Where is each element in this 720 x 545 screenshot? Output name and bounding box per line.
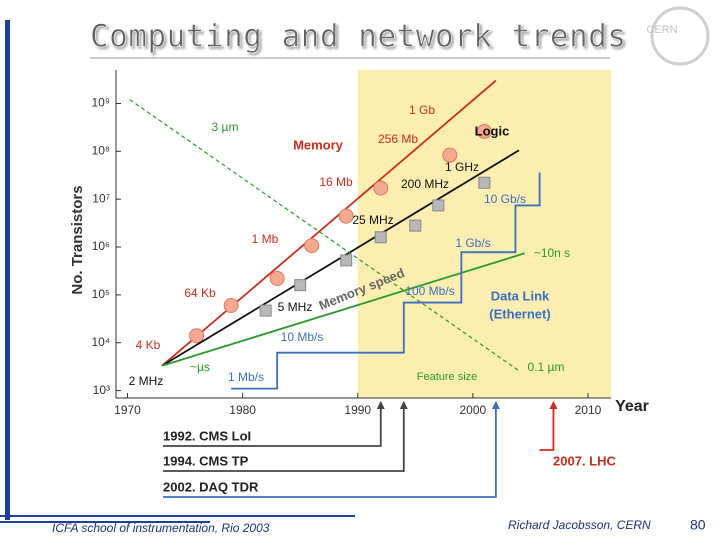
annotation: 0.1 µm [528,360,565,374]
milestone-arrow [163,402,497,498]
y-tick-label: 10⁵ [92,287,110,301]
y-tick-label: 10⁹ [92,96,111,110]
logo: CERN [646,6,710,66]
data-point [476,123,492,139]
data-point [259,304,272,317]
series-line [129,99,520,372]
chart: 10³ 10⁴ 10⁵ 10⁶ 10⁷ 10⁸ 10⁹ 1970 1980 1990 2000 201… [69,70,649,498]
series-label: Feature size [417,371,478,383]
milestone-label: 1992. CMS LoI [163,428,251,443]
data-point [223,297,239,313]
y-axis-label: No. Transistors [69,185,86,294]
data-point [478,176,491,189]
series-line [161,79,497,367]
annotation: 256 Mb [378,132,418,146]
page-number: 80 [690,517,706,533]
milestone-arrowhead [399,401,408,409]
annotation: 10 Mb/s [281,330,324,344]
data-point [442,147,458,163]
annotation: 100 Mb/s [405,284,454,298]
data-point [340,254,353,267]
y-tick-label: 10⁸ [92,143,110,157]
series-label: Data Link [491,288,550,303]
annotation: 200 MHz [401,177,449,191]
annotation: 16 Mb [319,175,353,189]
data-point [189,328,205,344]
annotation: 5 MHz [278,300,313,314]
x-tick-label: 1990 [344,403,371,417]
annotation: 1 GHz [445,160,479,174]
shaded-region [357,70,611,398]
series-line [161,252,525,367]
data-point [409,219,422,232]
annotation: 1 Gb [409,103,435,117]
x-tick-label: 2000 [460,403,487,417]
y-tick-label: 10⁶ [92,239,110,253]
annotation: 1 Mb/s [228,370,264,384]
logo-ring [650,6,710,66]
milestone-label: 2007. LHC [553,453,616,468]
series-label: Logic [475,123,510,138]
annotation: 1 Mb [252,232,279,246]
annotation: 10 Gb/s [484,192,526,206]
series-label: Memory [293,137,344,152]
series-line [231,172,541,390]
milestone-arrow [163,402,405,472]
x-tick-label: 2010 [575,403,602,417]
annotation: 25 MHz [352,213,393,227]
milestone-arrowhead [549,401,558,409]
x-tick-label: 1970 [114,403,141,417]
left-bar [5,20,10,520]
milestone-arrow [539,402,555,451]
milestone-arrow [163,402,382,447]
y-tick-label: 10⁴ [91,335,110,349]
y-tick-label: 10⁷ [92,191,110,205]
milestone-arrowhead [376,401,385,409]
logo-text: CERN [646,24,677,36]
data-point [432,199,445,212]
annotation: 64 Kb [184,286,216,300]
data-point [374,231,387,244]
annotation: (Ethernet) [489,306,550,321]
data-point [338,208,354,224]
y-tick-label: 10³ [93,383,110,397]
data-point [294,279,307,292]
milestone-label: 2002. DAQ TDR [163,479,259,494]
data-point [269,270,285,286]
annotation: ~µs [190,360,210,374]
annotation: 4 Kb [136,338,161,352]
slide-title: Computing and network trends [90,19,627,55]
annotation: 2 MHz [129,374,164,388]
x-axis-label: Year [615,398,649,415]
annotation: 1 Gb/s [455,236,490,250]
data-point [373,180,389,196]
milestone-label: 1994. CMS TP [163,453,249,468]
milestone-arrowhead [491,401,500,409]
footer-right: Richard Jacobsson, CERN [508,518,651,532]
annotation: ~10n s [534,246,570,260]
x-tick-label: 1980 [229,403,256,417]
data-point [304,238,320,254]
annotation: 3 µm [212,120,239,134]
footer-left: ICFA school of instrumentation, Rio 2003 [52,521,270,535]
